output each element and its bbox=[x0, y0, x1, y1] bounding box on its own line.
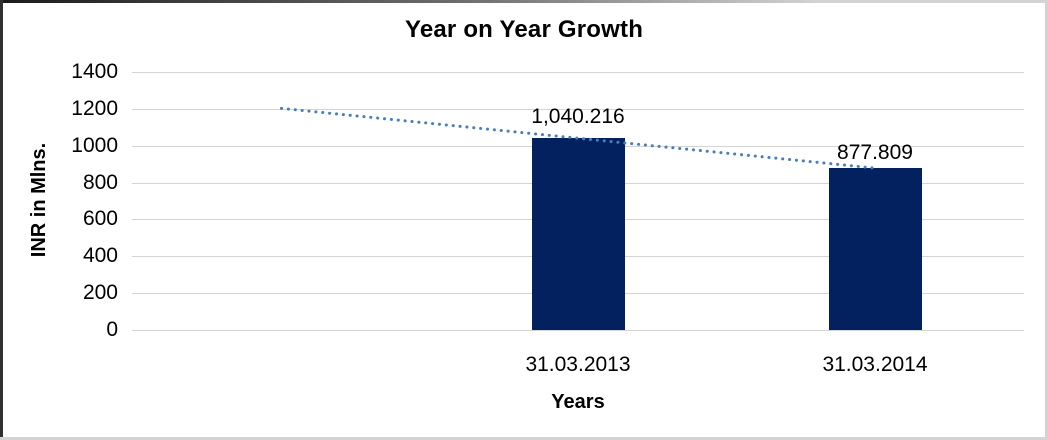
x-axis-title: Years bbox=[551, 391, 605, 413]
y-tick-label: 0 bbox=[106, 318, 118, 341]
data-label-2014: 877.809 bbox=[837, 141, 913, 164]
y-tick-label: 400 bbox=[82, 244, 118, 268]
y-tick-label: 1200 bbox=[71, 96, 118, 120]
bar-31-03-2014 bbox=[829, 168, 922, 330]
y-tick-label: 600 bbox=[82, 207, 118, 231]
x-tick-label-2014: 31.03.2014 bbox=[822, 353, 928, 376]
gridline bbox=[132, 330, 1024, 331]
frame-border-left bbox=[0, 0, 3, 440]
data-label-2013: 1,040.216 bbox=[531, 105, 625, 128]
x-tick-label-2013: 31.03.2013 bbox=[525, 353, 631, 376]
frame-border-top bbox=[0, 0, 1048, 3]
frame-border-bottom bbox=[0, 437, 1048, 440]
y-tick-label: 1000 bbox=[71, 133, 118, 157]
y-tick-label: 200 bbox=[82, 281, 118, 305]
chart-title: Year on Year Growth bbox=[404, 16, 644, 43]
y-tick-label: 1400 bbox=[71, 60, 118, 83]
bar-31-03-2013 bbox=[532, 138, 625, 330]
y-tick-label: 800 bbox=[82, 170, 118, 194]
frame-border-right bbox=[1045, 0, 1048, 440]
gridline bbox=[132, 72, 1024, 73]
y-axis-title: INR in Mlns. bbox=[28, 142, 50, 258]
